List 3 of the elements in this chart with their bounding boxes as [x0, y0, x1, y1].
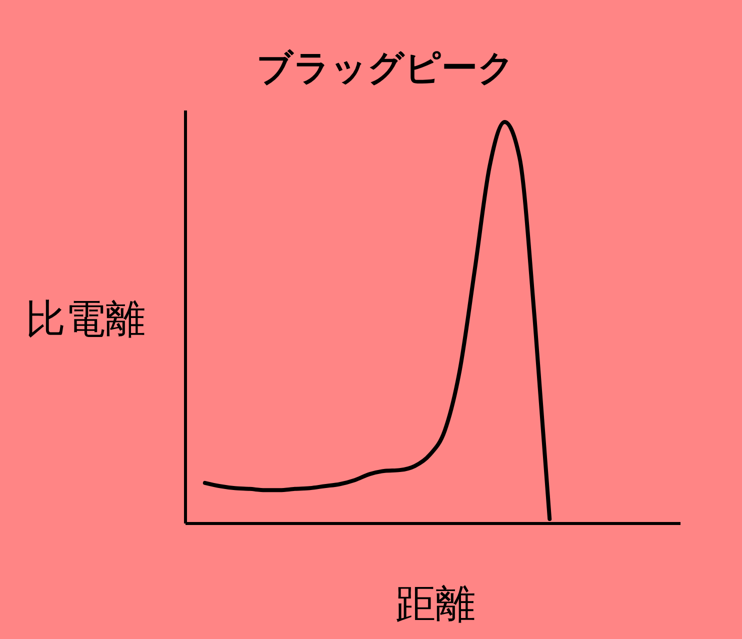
x-axis-title: 距離 — [396, 582, 476, 628]
y-axis-title: 比電離 — [26, 296, 146, 342]
chart-title: ブラッグピーク — [256, 48, 514, 89]
